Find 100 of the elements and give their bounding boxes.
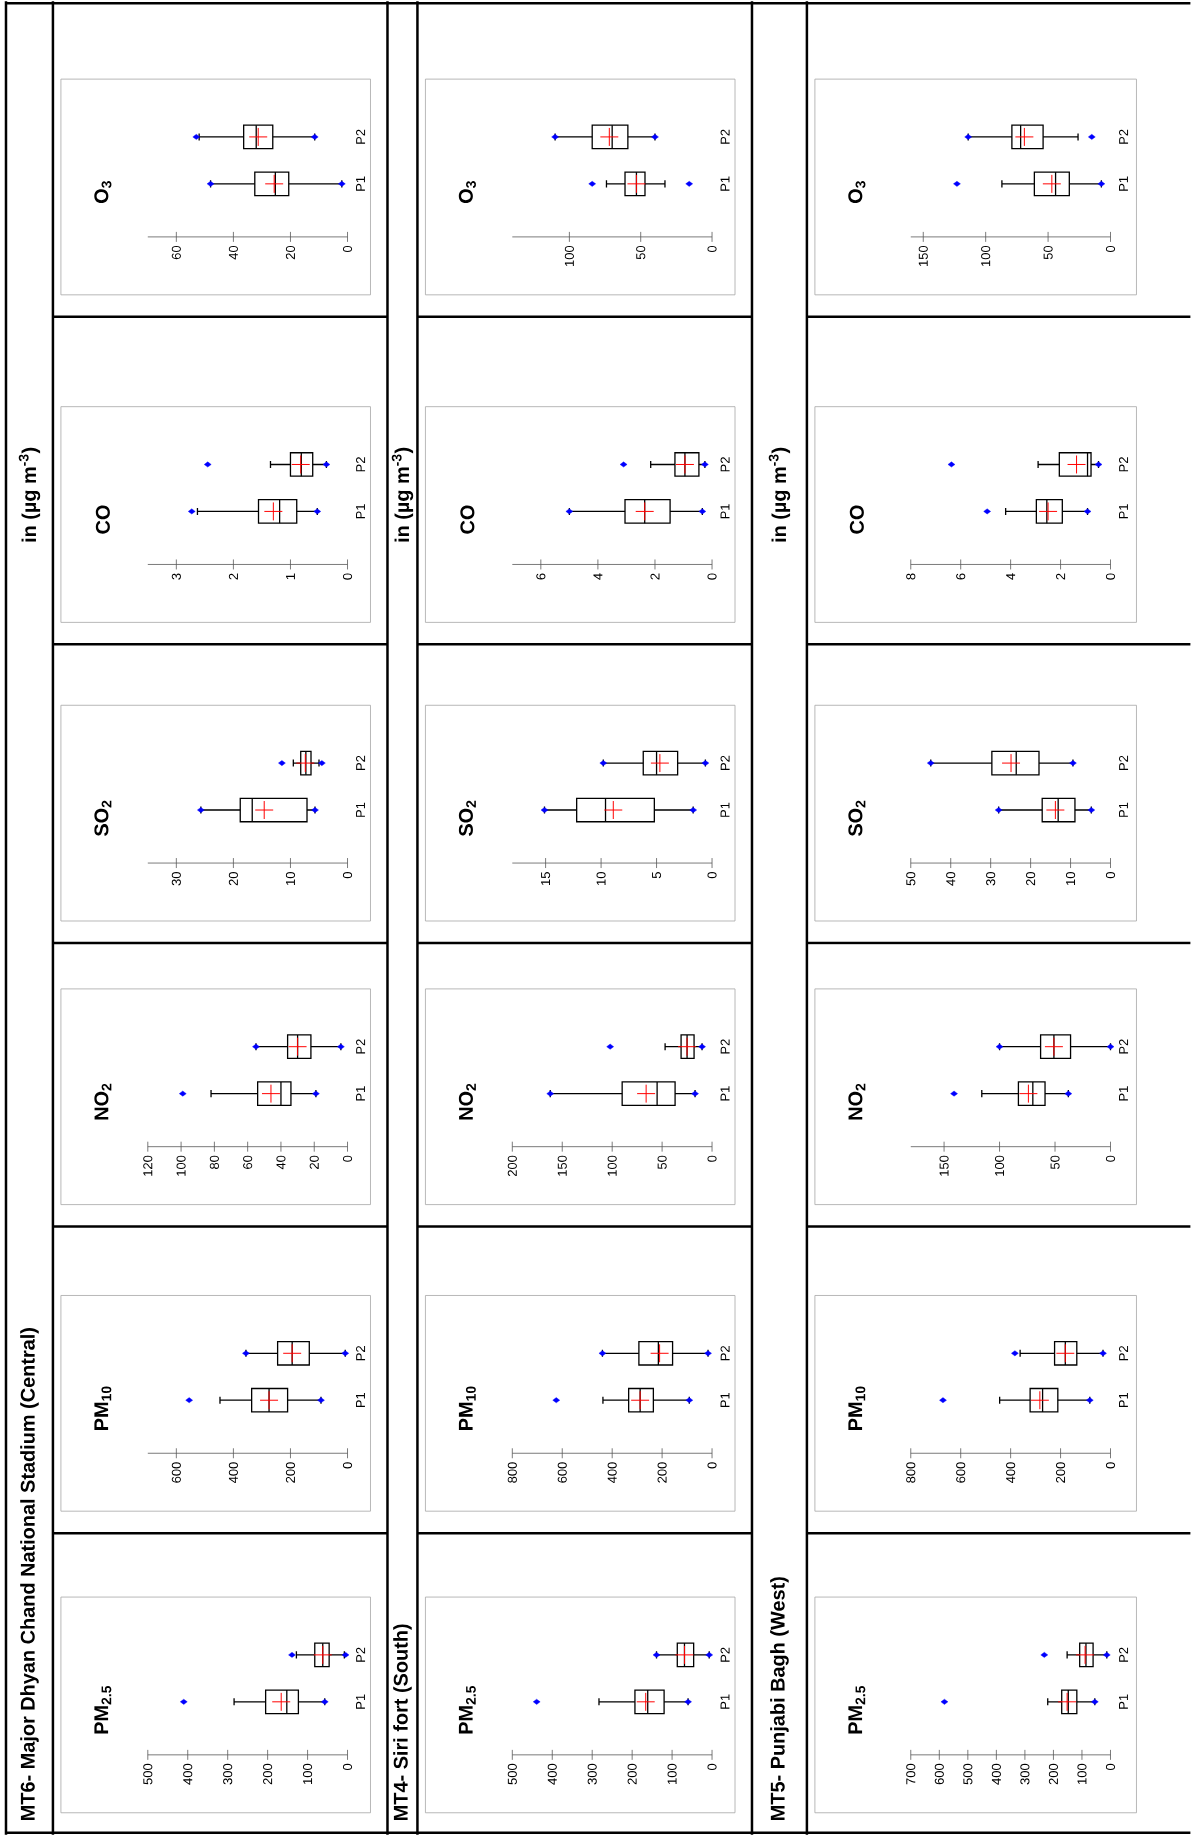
x-tick-label: 0 — [1106, 1763, 1116, 1771]
text: O$_{3}$ — [848, 181, 866, 204]
text: MT4- Siri fort (South) — [393, 1624, 412, 1820]
y-tick-label: P2 — [1119, 1647, 1129, 1662]
x-tick-label: 3 — [171, 573, 182, 580]
text: in (µg m$^{-3}$) — [768, 447, 791, 542]
x-tick-label: 0 — [343, 245, 353, 253]
x-tick-label: 150 — [557, 1155, 568, 1176]
x-tick-label: 400 — [229, 1462, 239, 1484]
y-tick-label: P2 — [1119, 129, 1129, 144]
x-tick-label: 0 — [707, 872, 717, 879]
text: MT6- Major Dhyan Chand National Stadium (Central) — [20, 1328, 39, 1820]
x-tick-label: 200 — [657, 1462, 667, 1483]
x-tick-label: 0 — [1106, 573, 1116, 580]
y-tick-label: P1 — [1119, 176, 1129, 191]
y-tick-label: P2 — [720, 129, 730, 144]
y-tick-label: P1 — [356, 1392, 366, 1408]
x-tick-label: 200 — [507, 1155, 518, 1177]
x-tick-label: 50 — [906, 872, 916, 886]
text: CO — [460, 505, 475, 534]
y-tick-label: P2 — [1119, 1346, 1129, 1361]
x-tick-label: 800 — [906, 1462, 916, 1483]
x-tick-label: 0 — [1106, 872, 1116, 879]
x-tick-label: 0 — [1106, 1462, 1116, 1469]
y-tick-label: P1 — [720, 1392, 730, 1408]
x-tick-label: 400 — [547, 1763, 558, 1785]
x-tick-label: 0 — [1106, 245, 1116, 253]
y-tick-label: P1 — [356, 176, 366, 191]
x-tick-label: 400 — [991, 1763, 1002, 1785]
x-tick-label: 20 — [286, 245, 296, 260]
x-tick-label: 50 — [1043, 245, 1053, 260]
x-tick-label: 100 — [995, 1155, 1005, 1176]
x-tick-label: 400 — [607, 1462, 617, 1484]
x-tick-label: 400 — [183, 1763, 193, 1785]
y-tick-label: P2 — [356, 129, 366, 144]
x-tick-label: 300 — [587, 1763, 597, 1785]
x-tick-label: 500 — [143, 1763, 153, 1785]
y-tick-label: P2 — [720, 1346, 730, 1361]
x-tick-label: 30 — [171, 872, 182, 886]
text: CO — [849, 505, 865, 534]
text: PM$_{10}$ — [848, 1386, 866, 1430]
x-tick-label: 4 — [593, 573, 603, 580]
x-tick-label: 60 — [171, 245, 182, 260]
x-tick-label: 0 — [707, 1155, 717, 1162]
x-tick-label: 200 — [1049, 1763, 1059, 1785]
y-tick-label: P1 — [720, 176, 730, 191]
text: O$_{3}$ — [458, 181, 477, 204]
y-tick-label: P1 — [356, 504, 366, 519]
x-tick-label: 400 — [1006, 1462, 1016, 1484]
x-tick-label: 6 — [956, 573, 966, 580]
y-tick-label: P1 — [720, 802, 730, 817]
x-tick-label: 0 — [1106, 1155, 1116, 1162]
x-tick-label: 10 — [1066, 872, 1076, 885]
x-tick-label: 500 — [963, 1763, 973, 1785]
x-tick-label: 5 — [652, 872, 662, 879]
y-tick-label: P1 — [1119, 1694, 1129, 1709]
x-tick-label: 0 — [343, 1155, 353, 1162]
x-tick-label: 40 — [946, 872, 956, 886]
x-tick-label: 100 — [564, 245, 575, 266]
y-tick-label: P1 — [720, 1086, 730, 1101]
x-tick-label: 0 — [343, 1763, 353, 1771]
x-tick-label: 8 — [906, 573, 916, 580]
x-tick-label: 20 — [229, 872, 239, 886]
y-tick-label: P2 — [720, 1647, 730, 1662]
text: SO$_{2}$ — [94, 800, 112, 837]
x-tick-label: 4 — [1006, 573, 1016, 580]
text: PM$_{2.5}$ — [459, 1685, 477, 1734]
y-tick-label: P1 — [356, 1694, 366, 1709]
x-tick-label: 0 — [707, 1763, 717, 1771]
y-tick-label: P1 — [1119, 802, 1129, 817]
x-tick-label: 600 — [171, 1462, 182, 1483]
y-tick-label: P2 — [720, 755, 730, 770]
x-tick-label: 300 — [223, 1763, 233, 1785]
x-tick-label: 10 — [596, 872, 606, 885]
text: PM$_{10}$ — [459, 1386, 477, 1430]
text: NO$_{2}$ — [94, 1083, 112, 1120]
text: O$_{3}$ — [94, 181, 112, 204]
y-tick-label: P2 — [356, 1647, 366, 1662]
x-tick-label: 0 — [343, 1462, 353, 1469]
x-tick-label: 200 — [1056, 1462, 1066, 1483]
x-tick-label: 50 — [657, 1155, 667, 1170]
x-tick-label: 500 — [507, 1763, 518, 1785]
x-tick-label: 600 — [557, 1462, 568, 1483]
y-tick-label: P2 — [1119, 755, 1129, 770]
x-tick-label: 200 — [627, 1763, 637, 1785]
x-tick-label: 200 — [286, 1462, 296, 1483]
x-tick-label: 40 — [229, 245, 239, 260]
y-tick-label: P1 — [1119, 1086, 1129, 1101]
x-tick-label: 0 — [707, 245, 717, 253]
x-tick-label: 40 — [276, 1155, 286, 1170]
x-tick-label: 20 — [1026, 872, 1036, 886]
y-tick-label: P2 — [356, 1039, 366, 1054]
y-tick-label: P2 — [356, 755, 366, 770]
x-tick-label: 700 — [906, 1763, 916, 1785]
y-tick-label: P2 — [720, 457, 730, 472]
x-tick-label: 0 — [707, 573, 717, 580]
x-tick-label: 10 — [286, 872, 296, 885]
text: SO$_{2}$ — [459, 800, 477, 837]
x-tick-label: 600 — [934, 1763, 945, 1785]
x-tick-label: 300 — [1020, 1763, 1030, 1785]
